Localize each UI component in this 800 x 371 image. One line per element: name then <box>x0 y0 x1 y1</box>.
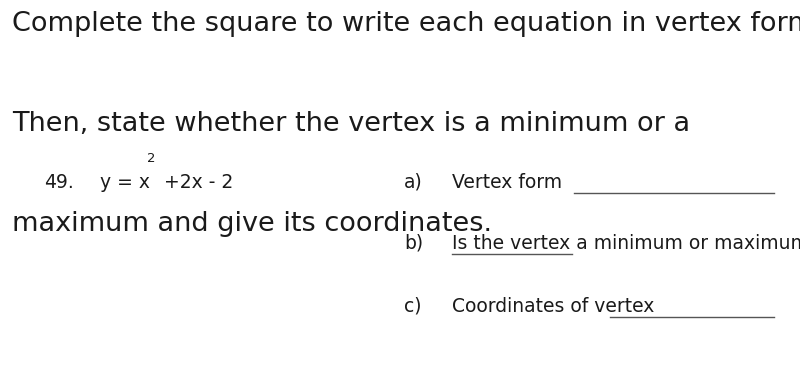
Text: Is the vertex a minimum or maximum?: Is the vertex a minimum or maximum? <box>452 234 800 253</box>
Text: +2x - 2: +2x - 2 <box>158 173 234 191</box>
Text: maximum and give its coordinates.: maximum and give its coordinates. <box>12 211 492 237</box>
Text: Vertex form: Vertex form <box>452 173 562 191</box>
Text: b): b) <box>404 234 423 253</box>
Text: y = x: y = x <box>100 173 150 191</box>
Text: Then, state whether the vertex is a minimum or a: Then, state whether the vertex is a mini… <box>12 111 690 137</box>
Text: a): a) <box>404 173 422 191</box>
Text: 2: 2 <box>147 152 156 165</box>
Text: Coordinates of vertex: Coordinates of vertex <box>452 297 654 316</box>
Text: Complete the square to write each equation in vertex form.: Complete the square to write each equati… <box>12 11 800 37</box>
Text: 49.: 49. <box>44 173 74 191</box>
Text: c): c) <box>404 297 422 316</box>
